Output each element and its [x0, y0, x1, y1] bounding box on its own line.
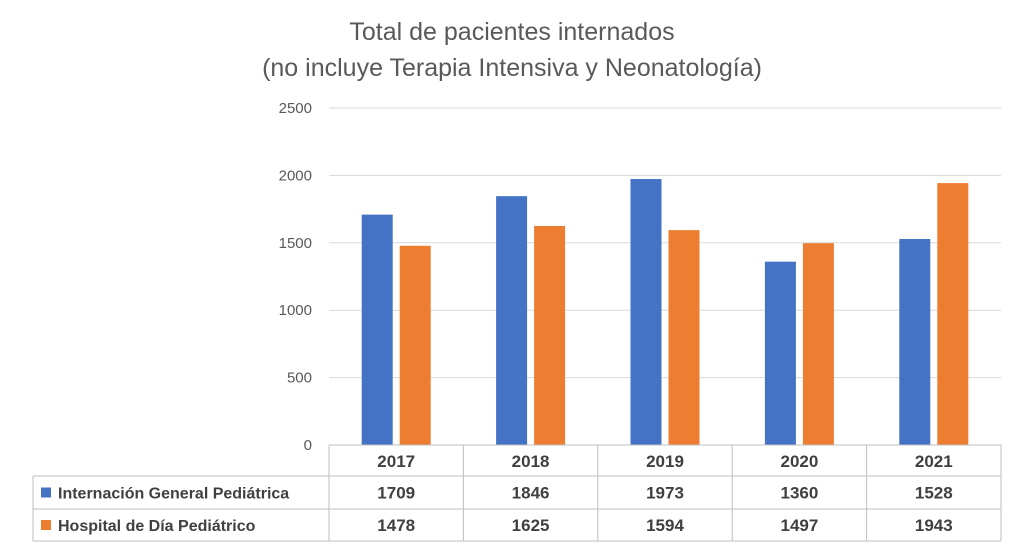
y-tick-label: 1000: [279, 302, 312, 319]
data-label: 1709: [377, 484, 415, 503]
data-label: 1478: [377, 516, 415, 535]
legend-swatch: [41, 487, 51, 498]
y-tick-label: 500: [287, 370, 312, 387]
data-label: 1973: [646, 484, 684, 503]
data-label: 1497: [780, 516, 818, 535]
y-tick-label: 1500: [279, 235, 312, 252]
bar: [399, 245, 431, 445]
chart-title: Total de pacientes internados: [349, 18, 675, 46]
bar: [802, 243, 834, 445]
bar: [899, 239, 931, 445]
y-tick-label: 2500: [279, 100, 312, 117]
data-label: 1625: [512, 516, 550, 535]
bar: [764, 261, 796, 445]
data-label: 1943: [915, 516, 953, 535]
x-tick-label: 2019: [646, 452, 684, 471]
x-tick-label: 2017: [377, 452, 415, 471]
chart-subtitle: (no incluye Terapia Intensiva y Neonatol…: [262, 54, 762, 82]
bar: [937, 183, 969, 445]
x-tick-label: 2018: [512, 452, 550, 471]
y-tick-label: 0: [304, 437, 312, 454]
legend-label: Internación General Pediátrica: [58, 486, 289, 503]
x-tick-label: 2021: [915, 452, 953, 471]
legend-swatch: [41, 520, 51, 530]
data-label: 1846: [512, 484, 550, 503]
bar: [361, 214, 393, 445]
bar: [534, 225, 566, 445]
bar: [630, 179, 662, 445]
y-tick-label: 2000: [279, 167, 312, 184]
x-tick-label: 2020: [780, 452, 818, 471]
data-label: 1528: [915, 484, 953, 503]
data-label: 1594: [646, 516, 684, 535]
bar: [496, 196, 528, 445]
legend-label: Hospital de Día Pediátrico: [58, 518, 256, 535]
bar: [668, 230, 700, 445]
data-label: 1360: [780, 484, 818, 503]
